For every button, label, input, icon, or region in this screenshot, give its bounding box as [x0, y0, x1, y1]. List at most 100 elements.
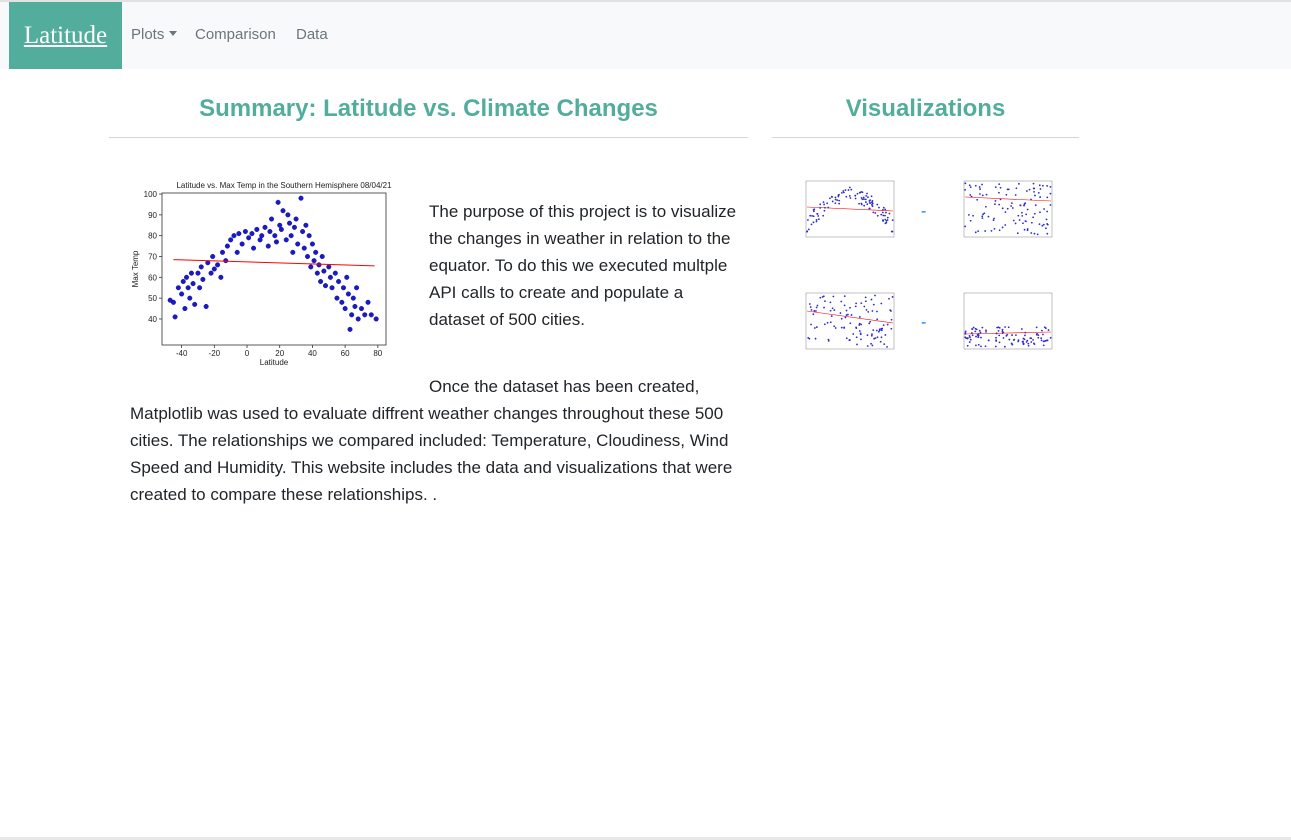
- scatter-point: [285, 212, 291, 218]
- scatter-point: [277, 222, 283, 228]
- thumbnail-dot: [978, 329, 981, 332]
- thumbnail-dot: [871, 201, 874, 203]
- scatter-point: [288, 233, 294, 239]
- scatter-point: [326, 264, 332, 270]
- scatter-point: [269, 216, 275, 222]
- thumbnail-dot: [1018, 219, 1021, 221]
- thumbnail-dot: [981, 215, 984, 218]
- nav-link[interactable]: Data: [296, 26, 328, 43]
- thumbnail-dot: [874, 294, 876, 297]
- thumbnail-dot: [847, 313, 849, 316]
- thumbnail-dot: [1039, 188, 1042, 190]
- scatter-point: [249, 231, 255, 237]
- thumbnail-dot: [861, 191, 864, 194]
- thumbnail-dot: [885, 211, 887, 214]
- thumbnail-dot: [1015, 334, 1017, 337]
- scatter-point: [319, 254, 325, 260]
- thumbnail-dot: [980, 345, 982, 348]
- thumbnail[interactable]: [963, 292, 1053, 350]
- thumbnail-dot: [854, 305, 857, 308]
- scatter-point: [197, 285, 203, 291]
- thumbnail-dot: [1047, 329, 1050, 331]
- thumbnail-dot: [878, 206, 880, 209]
- thumbnail-dot: [1033, 212, 1036, 215]
- thumbnails[interactable]: [788, 168, 1068, 368]
- scatter-point: [175, 285, 181, 291]
- scatter-point: [182, 306, 188, 312]
- thumbnail-dot: [992, 219, 995, 222]
- thumbnail-dot: [998, 203, 1001, 206]
- thumbnail-dot: [1041, 224, 1044, 227]
- scatter-point: [298, 195, 304, 201]
- thumbnail-dot: [1030, 221, 1033, 224]
- thumbnail[interactable]: [963, 180, 1053, 238]
- scatter-point: [340, 285, 346, 291]
- thumbnail-dot: [1020, 328, 1023, 330]
- thumbnail-dot: [829, 321, 832, 324]
- thumbnail-dot: [981, 326, 984, 329]
- thumbnail-dot: [844, 316, 847, 319]
- scatter-point: [184, 274, 190, 280]
- thumbnail-dot: [994, 200, 997, 202]
- thumbnail-dot: [1046, 196, 1049, 199]
- thumbnail-dot: [843, 304, 846, 307]
- thumbnail-dot: [1025, 341, 1028, 343]
- thumbnail-dot: [872, 211, 875, 214]
- caret-icon: [169, 31, 178, 36]
- scatter-point: [354, 285, 360, 291]
- thumbnail-dot: [849, 306, 851, 309]
- scatter-point: [254, 226, 260, 232]
- thumbnail-dot: [869, 202, 872, 204]
- nav-dropdown[interactable]: Plots: [131, 26, 178, 43]
- scatter-point: [259, 233, 265, 239]
- thumbnail-dot: [1039, 211, 1041, 214]
- thumbnail-dot: [1049, 336, 1052, 339]
- thumbnail-dot: [840, 300, 843, 303]
- thumbnail-dot: [863, 204, 866, 207]
- thumbnail-dot: [829, 309, 832, 312]
- thumbnail-dot: [997, 330, 1000, 332]
- figure-title: Latitude vs. Max Temp in the Southern He…: [176, 181, 392, 190]
- thumbnail-dot: [808, 303, 811, 305]
- thumbnail-dot: [826, 202, 829, 205]
- x-axis-label: Latitude: [260, 358, 289, 367]
- thumbnail-dot: [881, 211, 884, 214]
- scatter-point: [246, 235, 252, 241]
- thumbnail-dot: [975, 344, 977, 347]
- thumbnail-dot: [1023, 228, 1026, 231]
- scatter-point: [347, 326, 353, 332]
- thumbnail-dot: [1049, 192, 1052, 195]
- scatter-point: [185, 285, 191, 291]
- thumbnail-dot: [843, 295, 846, 298]
- scatter-point: [362, 312, 368, 318]
- scatter-point: [303, 222, 309, 228]
- thumbnail[interactable]: [805, 180, 895, 238]
- thumbnail-dot: [1045, 218, 1048, 221]
- plot-frame: [161, 192, 387, 346]
- thumbnail-dot: [884, 208, 887, 211]
- y-tick-label: 40: [148, 315, 157, 324]
- thumbnail-dot: [1011, 334, 1013, 336]
- thumbnail-dot: [838, 199, 841, 202]
- thumbnail-dot: [876, 203, 879, 206]
- navbar: Latitude Plots Comparison Data: [0, 2, 1291, 69]
- scatter-point: [321, 268, 327, 274]
- thumbnail-dot: [879, 340, 882, 343]
- thumbnail-dot: [964, 188, 967, 191]
- thumbnail[interactable]: [805, 292, 895, 350]
- thumbnail-dot: [867, 310, 870, 313]
- thumbnail-dot: [852, 333, 855, 335]
- brand[interactable]: Latitude: [9, 2, 122, 69]
- scatter-point: [314, 270, 320, 276]
- thumbnail-dot: [1038, 184, 1041, 187]
- thumbnail-dot: [884, 218, 887, 221]
- x-tick-label: 80: [373, 349, 382, 358]
- thumbnail-dot: [854, 194, 857, 197]
- thumbnail-dot: [1021, 211, 1023, 214]
- nav-link[interactable]: Comparison: [195, 26, 276, 43]
- thumbnail-dot: [816, 304, 819, 307]
- thumbnail-dot: [823, 323, 826, 326]
- thumbnail-dot: [974, 184, 977, 187]
- thumbnail-dot: [1002, 337, 1005, 339]
- thumbnail-dot: [829, 301, 832, 304]
